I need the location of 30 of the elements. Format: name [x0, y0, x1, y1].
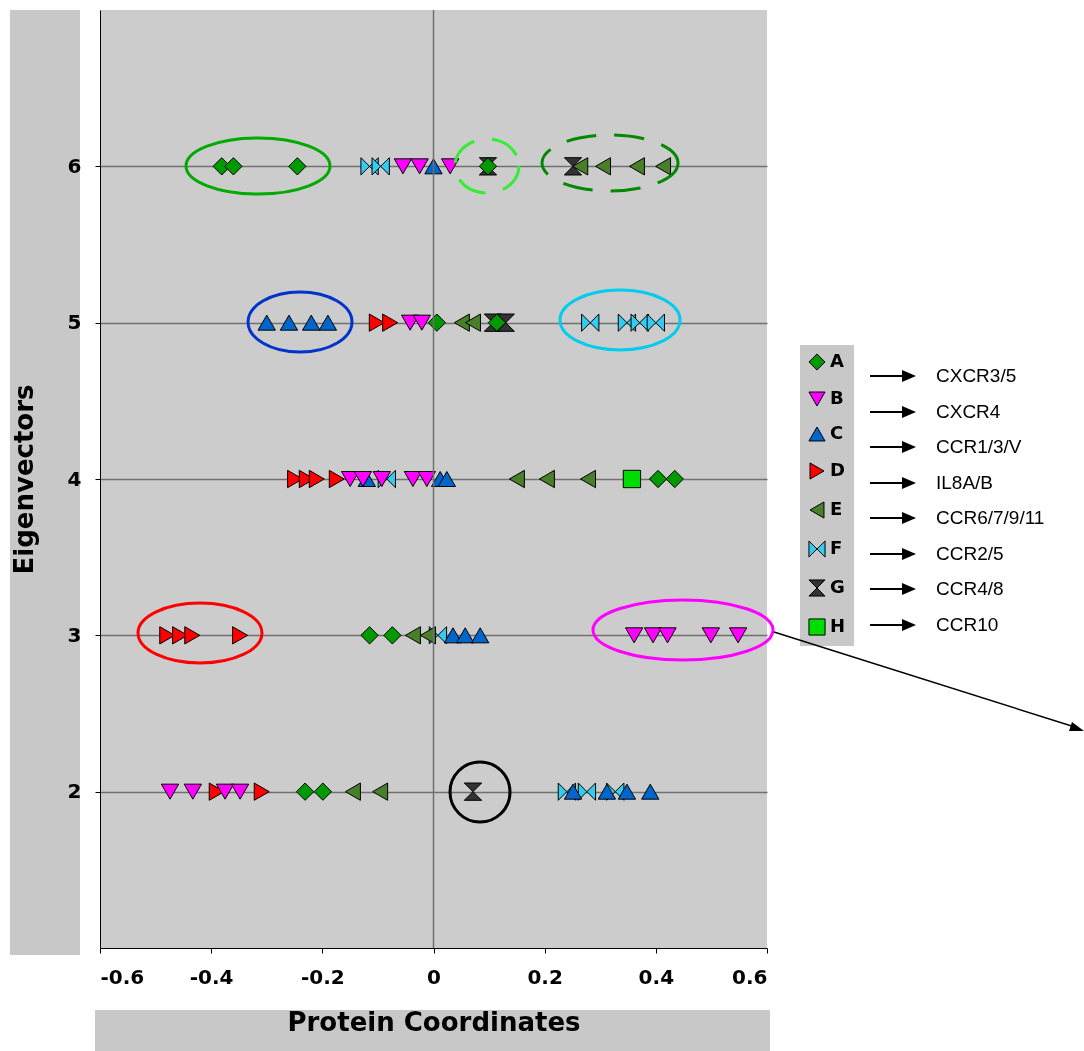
- legend-label: G: [830, 576, 845, 597]
- text: CXCR4: [936, 400, 1001, 423]
- text: CCR2/5: [936, 542, 1004, 565]
- legend-label: B: [830, 387, 844, 408]
- y-axis-title: Eigenvectors: [8, 384, 39, 575]
- x-tick-label: -0.4: [189, 964, 234, 989]
- y-tick-label: 2: [67, 779, 82, 804]
- text: CCR10: [936, 613, 999, 636]
- legend-label: D: [830, 459, 845, 480]
- y-tick-label: 4: [67, 466, 82, 491]
- legend-label: F: [830, 537, 843, 558]
- x-tick-label: 0: [427, 964, 441, 989]
- x-tick-label: 0.6: [732, 964, 768, 989]
- y-tick-label: 6: [67, 153, 82, 178]
- y-tick-label: 5: [67, 310, 82, 335]
- legend-label: H: [830, 615, 846, 636]
- legend-label: E: [830, 498, 843, 519]
- text: CCR1/3/V: [936, 436, 1022, 458]
- x-tick-label: 0.4: [638, 964, 675, 989]
- x-tick-label: -0.2: [300, 964, 345, 989]
- legend-label: C: [830, 422, 844, 443]
- x-tick-label: -0.6: [100, 964, 145, 989]
- x-axis-title: Protein Coordinates: [287, 1006, 581, 1037]
- text: CXCR3/5: [936, 365, 1017, 387]
- text: CCR6/7/9/11: [936, 507, 1045, 529]
- legend-label: A: [830, 350, 844, 371]
- x-tick-label: 0.2: [527, 964, 563, 989]
- text: CCR4/8: [936, 578, 1004, 600]
- text: IL8A/B: [936, 471, 994, 494]
- y-tick-label: 3: [67, 622, 82, 647]
